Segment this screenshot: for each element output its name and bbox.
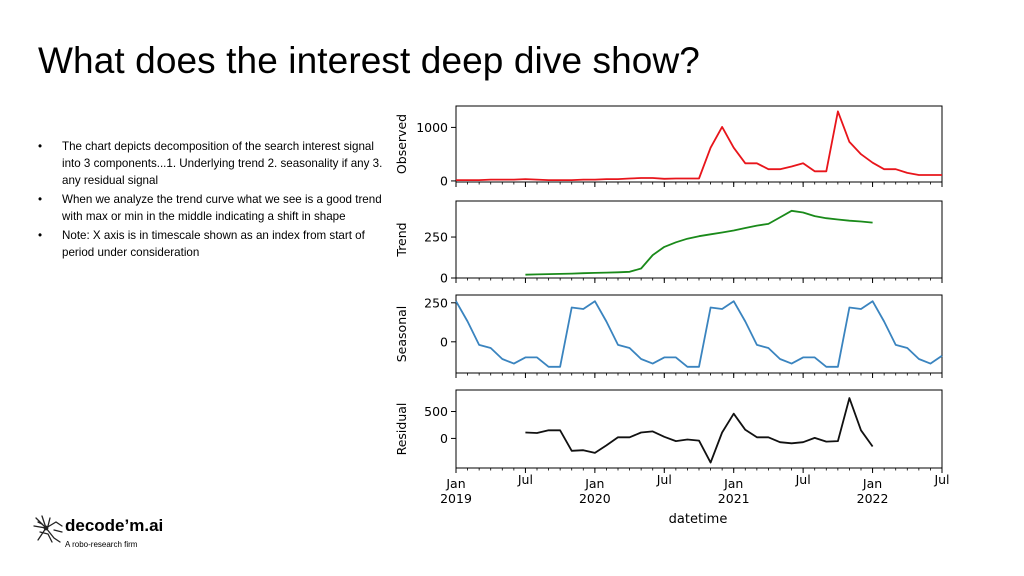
x-tick-label: Jan (723, 476, 743, 491)
y-tick-label: 500 (424, 404, 448, 419)
y-tick-label: 250 (424, 230, 448, 245)
panel-residual: 0 500 Residual (394, 389, 943, 473)
x-tick-sublabel: 2019 (440, 491, 472, 506)
panel-observed: 0 1000 Observed (394, 105, 943, 188)
panel-trend: 0 250 Trend (394, 200, 943, 286)
y-tick-label: 0 (440, 271, 448, 286)
y-axis-label: Trend (394, 222, 409, 257)
y-axis-label: Observed (394, 114, 409, 174)
x-tick-label: Jul (795, 472, 811, 487)
logo-tagline: A robo-research firm (65, 540, 138, 549)
bullet-item: Note: X axis is in timescale shown as an… (38, 227, 383, 261)
x-tick-label: Jul (656, 472, 672, 487)
series-line-trend (525, 209, 873, 276)
panel-frame (455, 105, 943, 183)
y-tick-label: 0 (440, 334, 448, 349)
logo-mark-icon (33, 515, 63, 543)
x-tick-label: Jan (445, 476, 465, 491)
x-axis-label: datetime (669, 512, 728, 527)
y-tick-label: 250 (424, 295, 448, 310)
series-line-observed (456, 110, 942, 181)
decomposition-chart-svg: 0 1000 Observed 0 250 Trend 0 250 Seasonal 0 500 Re… (394, 105, 950, 527)
x-tick-label: Jan (862, 476, 882, 491)
series-line-seasonal (455, 300, 943, 368)
x-tick-sublabel: 2022 (857, 491, 889, 506)
logo-name: decode’m.ai (65, 516, 164, 535)
x-tick-label: Jan (584, 476, 604, 491)
x-tick-label: Jul (933, 472, 949, 487)
series-line-residual (525, 397, 874, 464)
x-tick-label: Jul (517, 472, 533, 487)
y-tick-label: 0 (440, 173, 448, 188)
decomposition-chart: 0 1000 Observed 0 250 Trend 0 250 Seasonal 0 500 Re… (385, 100, 965, 535)
y-tick-label: 0 (440, 431, 448, 446)
panel-frame (455, 294, 943, 374)
x-tick-sublabel: 2021 (718, 491, 750, 506)
y-axis-label: Seasonal (394, 306, 409, 363)
slide-title: What does the interest deep dive show? (38, 40, 700, 81)
bullet-item: When we analyze the trend curve what we … (38, 191, 383, 225)
bullet-list: The chart depicts decomposition of the s… (38, 138, 383, 263)
bullet-item: The chart depicts decomposition of the s… (38, 138, 383, 189)
y-axis-label: Residual (394, 403, 409, 456)
y-tick-label: 1000 (416, 120, 448, 135)
panel-frame (455, 200, 943, 279)
panel-frame (455, 389, 943, 469)
x-tick-sublabel: 2020 (579, 491, 611, 506)
panel-seasonal: 0 250 Seasonal (394, 294, 943, 378)
company-logo: decode’m.ai A robo-research firm (32, 510, 212, 555)
